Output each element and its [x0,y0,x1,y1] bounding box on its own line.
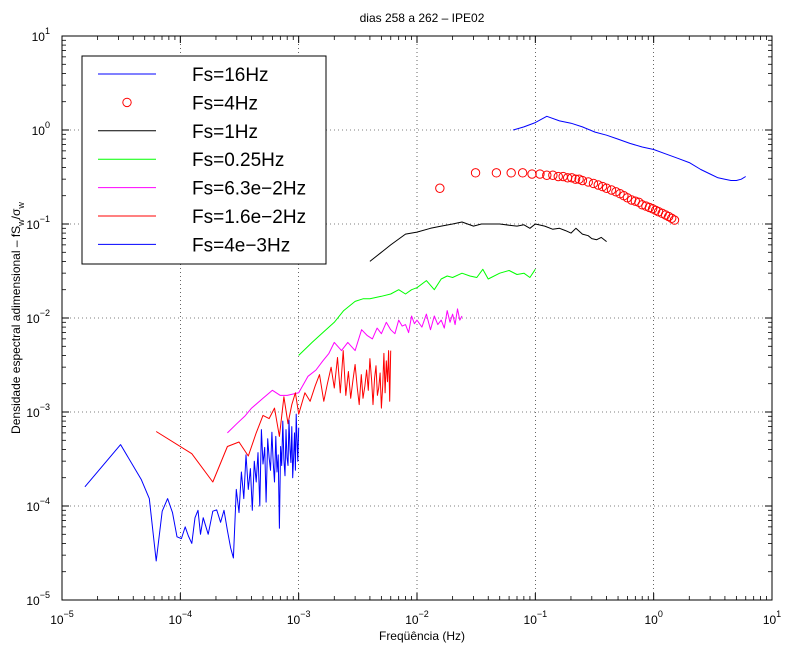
x-tick-label-base: 10 [524,613,538,627]
data-point [666,213,677,223]
legend-label: Fs=1.6e−2Hz [192,207,306,228]
x-tick-label-exp: 1 [776,609,781,619]
legend-label: Fs=4Hz [192,93,258,114]
series-4-line [298,268,536,356]
y-tick-label-exp: −1 [40,214,50,224]
data-point [606,185,617,195]
data-point [583,177,593,187]
y-tick-label: 100 [32,120,50,138]
data-point [535,169,545,179]
legend-label: Fs=16Hz [192,65,269,86]
x-tick-label-exp: −5 [64,609,74,619]
data-point [601,183,612,193]
series-6-line [155,350,392,483]
data-point [669,215,680,225]
x-tick-label-exp: −3 [300,609,310,619]
y-tick-label-exp: −3 [40,402,50,412]
legend: Fs=16Hz Fs=4Hz Fs=1Hz Fs=0.25Hz Fs=6.3e−2Hz F… [81,55,327,265]
y-axis-label-mid: /σ [9,208,23,219]
x-tick-label: 10−5 [50,609,74,627]
y-tick-label-base: 10 [26,218,40,232]
y-tick-label-exp: −5 [40,590,50,600]
chart-title: dias 258 a 262 – IPE02 [360,11,485,25]
plot-series [84,115,746,562]
data-point [435,183,445,193]
data-point [542,170,552,180]
series-5-line [227,308,463,434]
legend-box [81,55,327,265]
x-axis-label: Freqüência (Hz) [379,629,465,643]
data-point [470,168,481,178]
x-tick-label: 10−3 [287,609,311,627]
legend-label: Fs=6.3e−2Hz [192,179,306,200]
x-tick-label-base: 10 [405,613,419,627]
y-tick-label: 10−2 [26,308,50,326]
data-point [491,168,502,178]
y-tick-label-base: 10 [26,594,40,608]
y-tick-label-base: 10 [26,406,40,420]
axis-tick-labels: 10−5 10−4 10−3 10−2 10−1 100 10110−510−410−310… [26,26,781,627]
series-7-line [84,413,300,562]
series-1-line [513,115,746,181]
data-point [517,168,528,178]
legend-label: Fs=0.25Hz [192,150,284,171]
legend-label: Fs=4e−3Hz [192,235,290,256]
x-tick-label-base: 10 [169,613,183,627]
data-point [570,174,581,184]
x-tick-label-base: 10 [763,613,777,627]
data-point [548,170,558,180]
y-tick-label-base: 10 [26,312,40,326]
x-tick-label: 10−4 [169,609,193,627]
x-tick-label-base: 10 [50,613,64,627]
y-tick-label: 10−3 [26,402,50,420]
x-tick-label-exp: −4 [182,609,192,619]
y-tick-label-base: 10 [32,124,46,138]
y-tick-label-exp: 1 [45,26,50,36]
y-axis-label-prefix: Densidade espectral adimensional – fS [9,226,23,434]
series-3-line [369,221,607,262]
x-tick-label: 10−2 [405,609,429,627]
y-tick-label-base: 10 [26,500,40,514]
x-tick-label-exp: 0 [658,609,663,619]
data-point [553,171,563,182]
data-point [634,197,644,208]
y-tick-label-exp: 0 [45,120,50,130]
x-tick-label-base: 10 [287,613,301,627]
y-axis-label-sub1: w [16,219,26,227]
x-tick-label-exp: −1 [537,609,547,619]
y-tick-label-base: 10 [32,30,46,44]
x-tick-label: 101 [763,609,781,627]
y-axis-label: Densidade espectral adimensional – fSw/σ… [9,202,26,434]
y-tick-label: 10−5 [26,590,50,608]
y-tick-label: 10−1 [26,214,50,232]
x-tick-label: 10−1 [524,609,548,627]
x-tick-label: 100 [644,609,662,627]
data-point [588,178,599,189]
data-point [567,173,577,183]
y-tick-label-exp: −2 [40,308,50,318]
data-point [506,168,516,178]
legend-label: Fs=1Hz [192,122,258,143]
y-tick-label: 10−4 [26,496,50,514]
data-point [611,187,621,197]
data-point [577,175,588,186]
data-point [593,180,603,190]
x-tick-label-base: 10 [644,613,658,627]
x-tick-label-exp: −2 [419,609,429,619]
axis-ticks [61,35,773,601]
legend-items: Fs=16Hz Fs=4Hz Fs=1Hz Fs=0.25Hz Fs=6.3e−2Hz F… [98,65,306,256]
series-2-markers [435,168,680,225]
y-tick-label: 101 [32,26,50,44]
y-tick-label-exp: −4 [40,496,50,506]
y-axis-label-sub2: w [16,202,26,210]
legend-marker [122,97,132,108]
data-point [597,181,608,192]
